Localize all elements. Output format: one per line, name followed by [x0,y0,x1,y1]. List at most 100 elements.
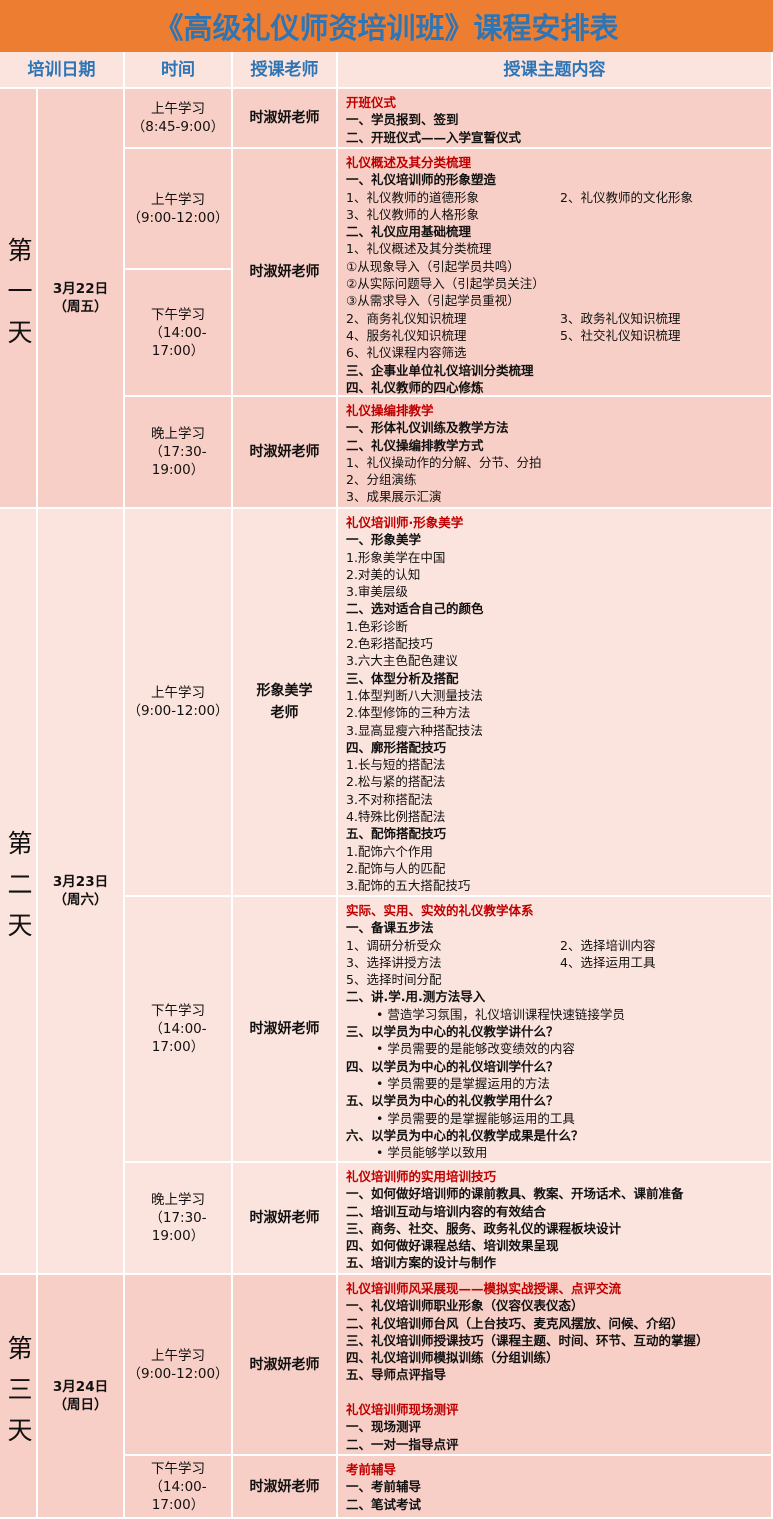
day-label-text: 第三天 [4,1334,33,1458]
topic-text: • 学员能够学以致用 [376,1145,488,1161]
header-time: 时间 [125,52,233,89]
topic-line: 六、以学员为中心的礼仪教学成果是什么？ [346,1127,584,1144]
topic-line: 一、现场测评 [346,1418,421,1435]
topic-text: 礼仪概述及其分类梳理 [346,155,472,170]
topic-text: • 营造学习氛围，礼仪培训课程快速链接学员 [376,1006,625,1022]
session-content: 礼仪概述及其分类梳理 一、礼仪培训师的形象塑造 1、礼仪教师的道德形象 2、礼仪教师的… [338,149,773,397]
training-date: 3月24日 （周日） [38,1275,125,1519]
topic-text: 实际、实用、实效的礼仪教学体系 [346,903,534,918]
topic-line: 3.不对称搭配法 [346,791,433,808]
topic-text: 一、礼仪培训师职业形象（仪容仪表仪态） [346,1298,584,1314]
session-time: 晚上学习 （17:30- 19:00） [125,1163,233,1275]
topic-text: 5、选择时间分配 [346,972,442,988]
topic-line: 4.特殊比例搭配法 [346,808,445,825]
session-time: 上午学习 （9:00-12:00） [125,509,233,897]
topic-text: 2.对美的认知 [346,566,421,582]
topic-text: 1、礼仪教师的道德形象 [346,189,479,205]
topic-text: 五、培训方案的设计与制作 [346,1255,497,1271]
topic-line: 3.显高显瘦六种搭配技法 [346,722,483,739]
session-time: 上午学习 （8:45-9:00） [125,89,233,149]
time-line: （9:00-12:00） [127,1365,229,1382]
topic-line: 2.松与紧的搭配法 [346,773,445,790]
topic-line: 3.审美层级 [346,583,408,600]
date-line: 3月23日 [52,874,109,890]
page-title: 《高级礼仪师资培训班》课程安排表 [0,0,773,52]
topic-text: 四、如何做好课程总结、培训效果呈现 [346,1238,559,1254]
topic-text: 2、商务礼仪知识梳理 [346,310,467,326]
topic-text: 四、礼仪培训师模拟训练（分组训练） [346,1350,559,1366]
topic-line: • 学员能够学以致用 [346,1144,487,1161]
topic-text: 1、礼仪概述及其分类梳理 [346,241,492,257]
session-time: 上午学习 （9:00-12:00） [125,149,233,270]
topic-text: 1.长与短的搭配法 [346,757,446,773]
topic-text: 二、一对一指导点评 [346,1436,459,1452]
training-date: 3月22日 （周五） [38,89,125,509]
topic-line: 4、服务礼仪知识梳理 5、社交礼仪知识梳理 [346,327,680,344]
topic-text: 四、廓形搭配技巧 [346,739,447,755]
time-line: 上午学习 [151,1347,205,1364]
topic-title: 礼仪概述及其分类梳理 [346,154,471,171]
session-content: 礼仪培训师·形象美学 一、形象美学 1.形象美学在中国 2.对美的认知 3.审美层级 二、… [338,509,773,897]
topic-text-2: 2、礼仪教师的文化形象 [560,189,693,205]
topic-line: 二、礼仪应用基础梳理 [346,223,471,240]
topic-text: 考前辅导 [346,1462,397,1477]
topic-line: 三、商务、社交、服务、政务礼仪的课程板块设计 [346,1220,621,1237]
topic-line: 一、形体礼仪训练及教学方法 [346,419,509,436]
topic-line: 四、如何做好课程总结、培训效果呈现 [346,1237,559,1254]
topic-line: 三、以学员为中心的礼仪教学讲什么？ [346,1023,559,1040]
topic-line: 二、礼仪培训师台风（上台技巧、麦克风摆放、问候、介绍） [346,1315,684,1332]
session-time: 下午学习 （14:00- 17:00） [125,1456,233,1519]
topic-text: 五、导师点评指导 [346,1367,447,1383]
day-label-text: 第一天 [4,236,33,360]
time-line: 晚上学习 [151,426,205,442]
topic-title: 礼仪培训师·形象美学 [346,514,463,531]
day-label: 第一天 [0,89,38,509]
time-line: 17:00） [151,1496,205,1513]
topic-line: 五、培训方案的设计与制作 [346,1254,496,1271]
topic-text: 1、礼仪操动作的分解、分节、分拍 [346,454,542,470]
topic-line: 五、以学员为中心的礼仪教学用什么？ [346,1092,559,1109]
teacher-name: 时淑妍老师 [233,1456,338,1519]
time-line: 17:00） [151,1039,205,1055]
topic-line: 一、礼仪培训师的形象塑造 [346,171,496,188]
topic-line: 一、备课五步法 [346,919,434,936]
topic-text: 一、学员报到、签到 [346,112,459,128]
topic-title: 考前辅导 [346,1461,396,1478]
session-content: 考前辅导 一、考前辅导 二、笔试考试 [338,1456,773,1519]
topic-line: • 学员需要的是能够改变绩效的内容 [346,1040,575,1057]
header-date: 培训日期 [0,52,125,89]
topic-text: 三、以学员为中心的礼仪教学讲什么？ [346,1024,559,1040]
date-line: （周日） [53,1397,108,1413]
topic-line: 1.体型判断八大测量技法 [346,687,483,704]
topic-text: 二、选对适合自己的颜色 [346,601,484,617]
topic-line: 四、廓形搭配技巧 [346,739,446,756]
topic-text: • 学员需要的是能够改变绩效的内容 [376,1041,575,1057]
topic-line: 3、成果展示汇演 [346,488,441,505]
topic-line: 一、如何做好培训师的课前教具、教案、开场话术、课前准备 [346,1185,684,1202]
topic-line: 1、礼仪教师的道德形象 2、礼仪教师的文化形象 [346,189,693,206]
topic-line: 三、企事业单位礼仪培训分类梳理 [346,362,534,379]
topic-text: 二、培训互动与培训内容的有效结合 [346,1203,547,1219]
topic-line: 四、以学员为中心的礼仪培训学什么？ [346,1058,559,1075]
topic-line: 二、讲.学.用.测方法导入 [346,988,485,1005]
topic-text: 五、以学员为中心的礼仪教学用什么？ [346,1093,559,1109]
topic-text: 3.显高显瘦六种搭配技法 [346,722,483,738]
topic-text: 3、选择讲授方法 [346,954,442,970]
header-teacher: 授课老师 [233,52,338,89]
topic-text: 一、如何做好培训师的课前教具、教案、开场话术、课前准备 [346,1186,684,1202]
topic-line: ①从现象导入（引起学员共鸣） [346,258,520,275]
time-line: （9:00-12:00） [127,209,229,226]
topic-text: 二、礼仪应用基础梳理 [346,224,472,240]
topic-text: 一、现场测评 [346,1419,422,1435]
time-line: 上午学习 [151,101,205,117]
topic-line: 二、一对一指导点评 [346,1436,459,1453]
topic-text: 二、开班仪式——入学宣誓仪式 [346,129,522,145]
day-label-text: 第二天 [4,829,33,953]
teacher-name: 时淑妍老师 [233,89,338,149]
topic-line: 三、体型分析及搭配 [346,670,459,687]
topic-line: 五、配饰搭配技巧 [346,825,446,842]
topic-title: 礼仪培训师的实用培训技巧 [346,1168,496,1185]
topic-line: 3.配饰的五大搭配技巧 [346,877,470,894]
topic-text: 一、考前辅导 [346,1479,422,1495]
topic-line: 一、考前辅导 [346,1478,421,1495]
